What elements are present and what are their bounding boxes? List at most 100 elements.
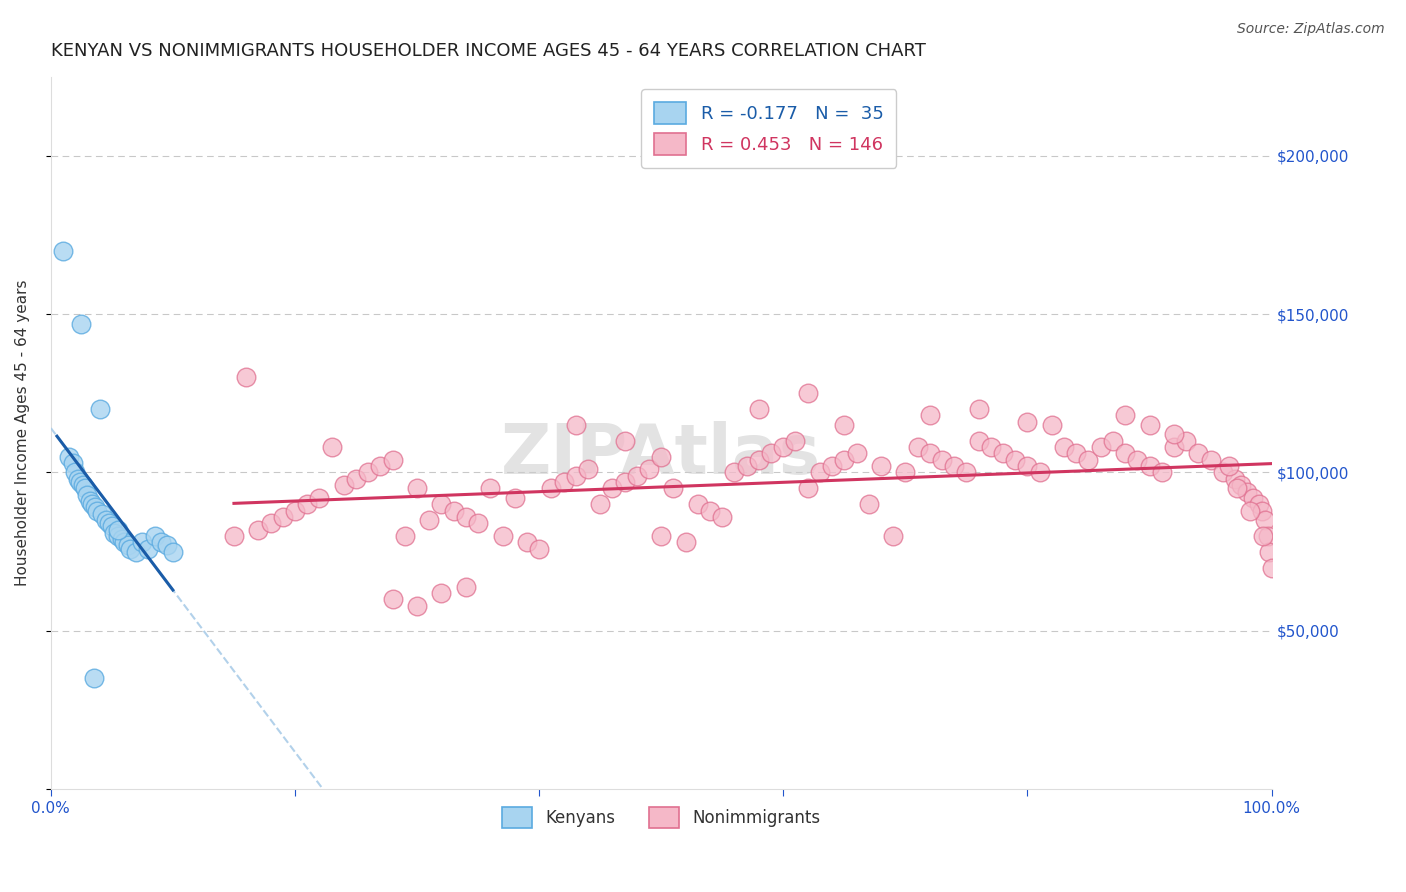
Point xyxy=(467,516,489,531)
Point xyxy=(1251,529,1274,543)
Point xyxy=(89,402,111,417)
Legend: Kenyans, Nonimmigrants: Kenyans, Nonimmigrants xyxy=(495,801,827,834)
Point xyxy=(103,525,125,540)
Point xyxy=(1218,459,1240,474)
Point xyxy=(991,446,1014,460)
Point xyxy=(321,440,343,454)
Point xyxy=(723,466,745,480)
Point xyxy=(65,466,87,480)
Point xyxy=(589,497,612,511)
Point xyxy=(120,541,142,556)
Point xyxy=(1163,440,1185,454)
Point xyxy=(834,453,856,467)
Point xyxy=(66,472,89,486)
Point xyxy=(564,468,586,483)
Point xyxy=(1139,459,1161,474)
Point xyxy=(79,494,101,508)
Point xyxy=(626,468,648,483)
Point xyxy=(430,497,453,511)
Point xyxy=(117,538,139,552)
Point xyxy=(1028,466,1050,480)
Point xyxy=(808,466,831,480)
Point xyxy=(295,497,318,511)
Point xyxy=(1053,440,1076,454)
Point xyxy=(73,481,96,495)
Point xyxy=(1175,434,1198,448)
Point xyxy=(967,434,990,448)
Point xyxy=(83,672,105,686)
Point xyxy=(344,472,367,486)
Point xyxy=(101,519,124,533)
Point xyxy=(333,478,356,492)
Point xyxy=(58,450,80,464)
Point xyxy=(785,434,807,448)
Point xyxy=(454,509,477,524)
Point xyxy=(107,523,129,537)
Point xyxy=(82,497,104,511)
Point xyxy=(308,491,330,505)
Point xyxy=(796,386,818,401)
Point xyxy=(772,440,794,454)
Text: Source: ZipAtlas.com: Source: ZipAtlas.com xyxy=(1237,22,1385,37)
Point xyxy=(759,446,782,460)
Point xyxy=(357,466,380,480)
Point xyxy=(527,541,550,556)
Text: ZIPAtlas: ZIPAtlas xyxy=(501,421,821,488)
Point xyxy=(613,434,636,448)
Point xyxy=(748,453,770,467)
Point xyxy=(894,466,917,480)
Point xyxy=(62,456,84,470)
Point xyxy=(870,459,893,474)
Point xyxy=(503,491,526,505)
Point xyxy=(1223,472,1246,486)
Point xyxy=(540,481,562,495)
Point xyxy=(394,529,416,543)
Point xyxy=(247,523,270,537)
Point xyxy=(111,532,134,546)
Point xyxy=(107,529,129,543)
Point xyxy=(94,513,117,527)
Point xyxy=(479,481,502,495)
Point xyxy=(138,541,160,556)
Point xyxy=(882,529,904,543)
Point xyxy=(1199,453,1222,467)
Point xyxy=(711,509,734,524)
Point xyxy=(650,450,672,464)
Point xyxy=(406,599,429,613)
Point xyxy=(1187,446,1209,460)
Point xyxy=(370,459,392,474)
Point xyxy=(1102,434,1125,448)
Point xyxy=(980,440,1002,454)
Point xyxy=(1254,513,1277,527)
Point xyxy=(454,580,477,594)
Point xyxy=(1236,484,1258,499)
Point xyxy=(406,481,429,495)
Point xyxy=(931,453,953,467)
Point xyxy=(83,500,105,515)
Point xyxy=(564,417,586,432)
Point xyxy=(222,529,245,543)
Point xyxy=(1239,503,1261,517)
Point xyxy=(553,475,575,489)
Point xyxy=(943,459,966,474)
Point xyxy=(1017,459,1039,474)
Point xyxy=(381,592,404,607)
Point xyxy=(235,370,257,384)
Point xyxy=(602,481,624,495)
Point xyxy=(1212,466,1234,480)
Point xyxy=(381,453,404,467)
Point xyxy=(1241,491,1264,505)
Point xyxy=(1260,560,1282,574)
Point xyxy=(271,509,294,524)
Point xyxy=(1150,466,1173,480)
Point xyxy=(443,503,465,517)
Point xyxy=(259,516,281,531)
Point xyxy=(834,417,856,432)
Point xyxy=(98,516,121,531)
Point xyxy=(1090,440,1112,454)
Point xyxy=(1077,453,1099,467)
Point xyxy=(662,481,685,495)
Point xyxy=(748,402,770,417)
Point xyxy=(149,535,172,549)
Point xyxy=(858,497,880,511)
